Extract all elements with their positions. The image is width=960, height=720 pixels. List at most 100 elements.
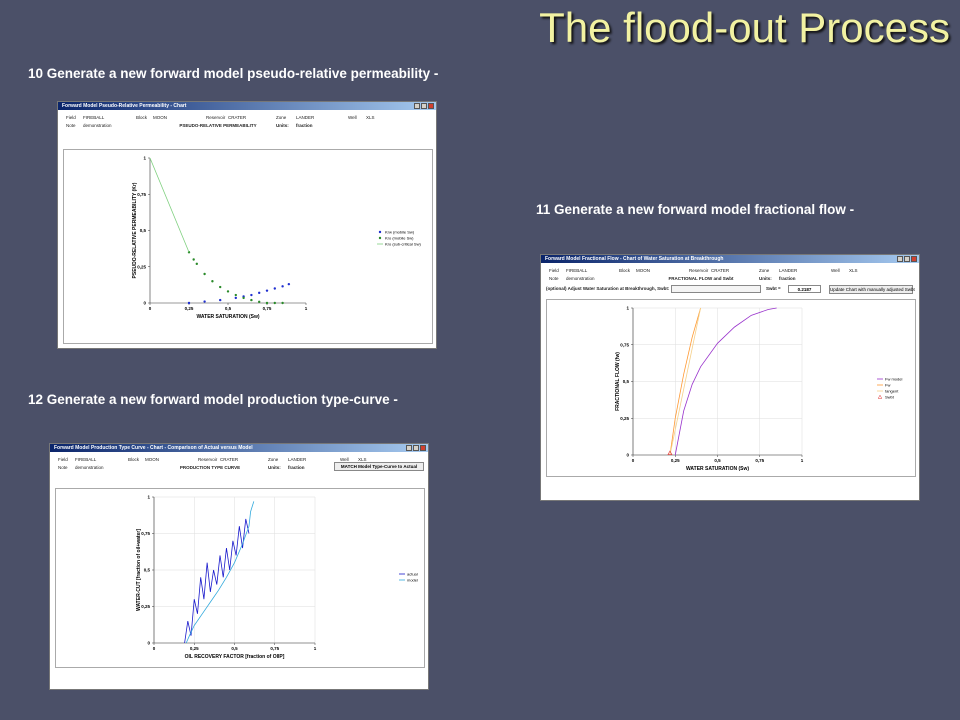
step-caption: 12 Generate a new forward model producti… bbox=[28, 392, 398, 407]
field-label: Field bbox=[549, 268, 559, 273]
field-label: Reservoir bbox=[206, 115, 226, 120]
y-axis-label: WATER-CUT [fraction of oil+water] bbox=[136, 529, 142, 611]
legend-symbol bbox=[378, 230, 382, 234]
swbt-slider[interactable] bbox=[671, 285, 761, 293]
data-point bbox=[187, 301, 191, 305]
data-point bbox=[234, 293, 237, 297]
action-button[interactable]: Update Chart with manually adjusted Swbt bbox=[829, 285, 915, 294]
x-tick-label: 0,5 bbox=[225, 306, 232, 311]
app-window: Forward Model Production Type Curve - Ch… bbox=[49, 443, 429, 690]
units-label: Units: bbox=[268, 465, 281, 470]
data-point bbox=[192, 258, 195, 261]
y-tick-label: 0,25 bbox=[620, 416, 629, 421]
y-tick-label: 1 bbox=[626, 306, 629, 311]
y-tick-label: 0 bbox=[143, 301, 146, 306]
data-point bbox=[287, 282, 291, 286]
y-tick-label: 0 bbox=[147, 641, 150, 646]
minimize-button[interactable] bbox=[414, 103, 420, 109]
x-tick-label: 0,75 bbox=[270, 646, 279, 651]
legend-label: Fw bbox=[885, 383, 890, 388]
close-button[interactable] bbox=[428, 103, 434, 109]
x-axis-label: WATER SATURATION (Sw) bbox=[686, 466, 749, 472]
field-value: FIREBALL bbox=[83, 115, 105, 120]
legend-label: Fw model bbox=[885, 377, 902, 382]
close-button[interactable] bbox=[420, 445, 426, 451]
x-tick-label: 0,75 bbox=[755, 458, 764, 463]
data-point bbox=[281, 285, 284, 288]
note-label: Note bbox=[58, 465, 68, 470]
data-point bbox=[219, 298, 222, 302]
close-button[interactable] bbox=[911, 256, 917, 262]
x-tick-label: 0,25 bbox=[185, 306, 194, 311]
legend-label: tangent bbox=[885, 389, 899, 394]
swbt-value: 0.2187 bbox=[788, 285, 821, 293]
field-value: XLS bbox=[849, 268, 858, 273]
chart-heading: FRACTIONAL FLOW and Swbt bbox=[668, 276, 734, 281]
x-tick-label: 0 bbox=[153, 646, 156, 651]
field-label: Block bbox=[136, 115, 148, 120]
note-label: Note bbox=[66, 123, 76, 128]
x-tick-label: 0,25 bbox=[671, 458, 680, 463]
field-label: Well bbox=[348, 115, 357, 120]
x-tick-label: 0,5 bbox=[231, 646, 238, 651]
maximize-button[interactable] bbox=[421, 103, 427, 109]
x-axis-label: OIL RECOVERY FACTOR [fraction of OIIP] bbox=[185, 654, 285, 660]
swbt-prompt: (optional) Adjust Water Saturation at Br… bbox=[546, 286, 670, 291]
data-point bbox=[226, 290, 230, 293]
title-bar: Forward Model Fractional Flow - Chart of… bbox=[541, 255, 919, 263]
field-value: FIREBALL bbox=[566, 268, 588, 273]
series-line bbox=[669, 307, 701, 456]
x-tick-label: 0,5 bbox=[714, 458, 721, 463]
field-value: LANDER bbox=[288, 457, 307, 462]
data-point bbox=[265, 301, 269, 305]
window-title: Forward Model Pseudo-Relative Permeabili… bbox=[62, 103, 187, 109]
slide-title: The flood-out Process bbox=[539, 4, 950, 51]
window-title: Forward Model Production Type Curve - Ch… bbox=[54, 445, 253, 451]
action-button[interactable]: MATCH Model Type-Curve to Actual bbox=[334, 462, 424, 471]
units-label: Units: bbox=[759, 276, 772, 281]
data-point bbox=[234, 296, 237, 300]
legend-label: actual bbox=[407, 572, 418, 577]
y-tick-label: 0,75 bbox=[620, 342, 629, 347]
note-value: demonstration bbox=[566, 276, 595, 281]
y-tick-label: 0,5 bbox=[140, 228, 147, 233]
note-label: Note bbox=[549, 276, 559, 281]
data-point bbox=[273, 301, 276, 305]
data-point bbox=[250, 293, 253, 297]
x-tick-label: 0,75 bbox=[263, 306, 272, 311]
maximize-button[interactable] bbox=[904, 256, 910, 262]
chart-panel: 0 0,25 0,5 0,75 1 0 0,25 0,5 0,75 1 OIL RECOVERY F… bbox=[55, 488, 425, 668]
units-value: fraction bbox=[296, 123, 313, 128]
x-tick-label: 1 bbox=[801, 458, 804, 463]
chart-heading: PRODUCTION TYPE CURVE bbox=[179, 465, 241, 470]
data-point bbox=[203, 272, 206, 276]
window-title: Forward Model Fractional Flow - Chart of… bbox=[545, 256, 724, 262]
x-tick-label: 0,25 bbox=[190, 646, 199, 651]
minimize-button[interactable] bbox=[406, 445, 412, 451]
y-tick-label: 0 bbox=[626, 453, 629, 458]
field-value: CRATER bbox=[711, 268, 730, 273]
field-value: CRATER bbox=[228, 115, 247, 120]
data-marker bbox=[667, 450, 673, 455]
field-value: LANDER bbox=[779, 268, 798, 273]
data-point bbox=[250, 298, 253, 302]
field-label: Zone bbox=[759, 268, 770, 273]
field-label: Reservoir bbox=[689, 268, 709, 273]
x-tick-label: 1 bbox=[305, 306, 308, 311]
series-line bbox=[184, 518, 250, 644]
data-point bbox=[265, 289, 269, 292]
series-line bbox=[674, 307, 777, 456]
note-value: demonstration bbox=[75, 465, 104, 470]
series-line bbox=[185, 501, 255, 644]
legend-symbol bbox=[378, 236, 382, 240]
field-label: Well bbox=[831, 268, 840, 273]
field-value: XLS bbox=[366, 115, 375, 120]
data-point bbox=[273, 287, 276, 290]
maximize-button[interactable] bbox=[413, 445, 419, 451]
y-tick-label: 0,5 bbox=[144, 568, 151, 573]
chart: 0 0,25 0,5 0,75 1 0 0,25 0,5 0,75 1 OIL RECOVERY F… bbox=[136, 495, 418, 661]
field-label: Block bbox=[128, 457, 140, 462]
minimize-button[interactable] bbox=[897, 256, 903, 262]
field-label: Field bbox=[58, 457, 68, 462]
